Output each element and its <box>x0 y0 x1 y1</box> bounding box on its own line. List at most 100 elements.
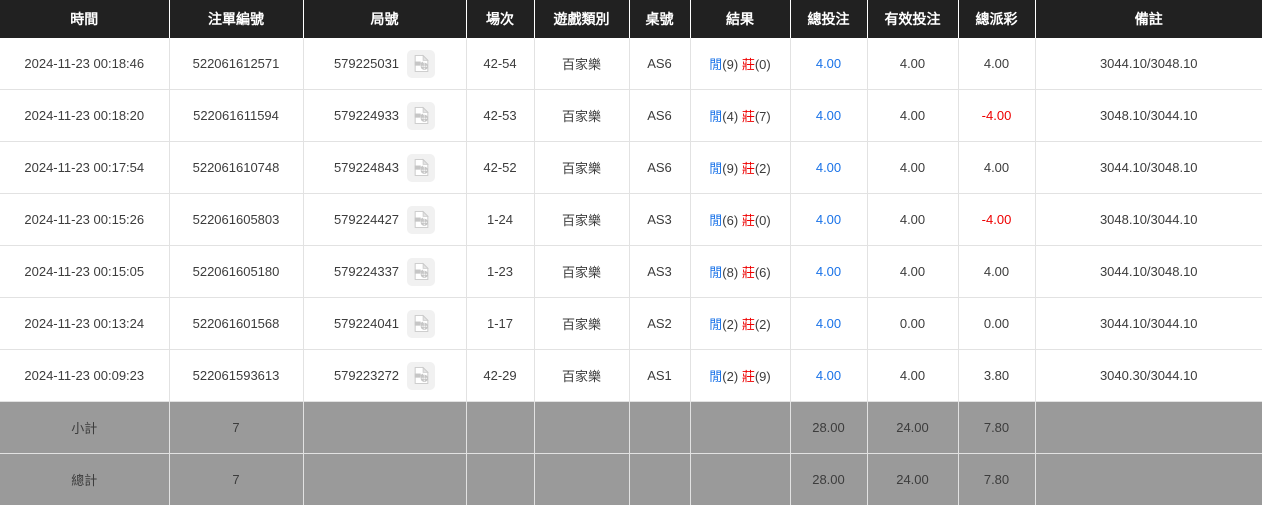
cell-total-bet: 4.00 <box>790 194 867 246</box>
result-player-value: (9) <box>722 57 738 72</box>
result-banker-label: 莊 <box>742 109 755 124</box>
cell-session: 1-17 <box>466 298 534 350</box>
cell-game-type: 百家樂 <box>534 90 629 142</box>
result-player-label: 閒 <box>709 317 722 332</box>
cell-result: 閒(4) 莊(7) <box>690 90 790 142</box>
remark-value: 3048.10/3044.10 <box>1100 212 1198 227</box>
column-header-total-bet: 總投注 <box>790 0 867 38</box>
cell-valid-bet: 4.00 <box>867 90 958 142</box>
table-no-value: AS6 <box>647 160 672 175</box>
table-row: 2024-11-23 00:13:24 522061601568 5792240… <box>0 298 1262 350</box>
summary-row: 小計 7 28.00 24.00 7.80 <box>0 402 1262 454</box>
cell-session: 42-53 <box>466 90 534 142</box>
summary-blank-round <box>303 402 466 454</box>
video-file-icon[interactable] <box>407 362 435 390</box>
order-no-value: 522061611594 <box>193 108 279 123</box>
column-header-remark: 備註 <box>1035 0 1262 38</box>
table-no-value: AS2 <box>647 316 672 331</box>
summary-blank-result <box>690 454 790 505</box>
result-banker-value: (6) <box>755 265 771 280</box>
result-player-label: 閒 <box>709 109 722 124</box>
video-file-icon[interactable] <box>407 50 435 78</box>
cell-total-payout: 4.00 <box>958 246 1035 298</box>
result-banker-label: 莊 <box>742 161 755 176</box>
time-value: 2024-11-23 00:17:54 <box>24 160 144 175</box>
cell-valid-bet: 4.00 <box>867 38 958 90</box>
column-header-time: 時間 <box>0 0 169 38</box>
order-no-value: 522061612571 <box>193 56 280 71</box>
cell-valid-bet: 0.00 <box>867 298 958 350</box>
column-header-table-no: 桌號 <box>629 0 690 38</box>
video-file-icon[interactable] <box>407 102 435 130</box>
cell-total-payout: -4.00 <box>958 90 1035 142</box>
cell-total-bet: 4.00 <box>790 142 867 194</box>
cell-time: 2024-11-23 00:13:24 <box>0 298 169 350</box>
summary-total-bet: 28.00 <box>790 454 867 505</box>
video-file-icon[interactable] <box>407 310 435 338</box>
result-player-label: 閒 <box>709 213 722 228</box>
table-no-value: AS3 <box>647 264 672 279</box>
cell-result: 閒(6) 莊(0) <box>690 194 790 246</box>
cell-time: 2024-11-23 00:18:20 <box>0 90 169 142</box>
result-player-value: (2) <box>722 369 738 384</box>
video-file-icon[interactable] <box>407 154 435 182</box>
summary-blank-round <box>303 454 466 505</box>
cell-game-type: 百家樂 <box>534 142 629 194</box>
cell-order-no: 522061612571 <box>169 38 303 90</box>
cell-result: 閒(9) 莊(0) <box>690 38 790 90</box>
result-banker-value: (2) <box>755 161 771 176</box>
result-player-value: (2) <box>722 317 738 332</box>
cell-round-no: 579224843 <box>303 142 466 194</box>
session-value: 42-52 <box>483 160 516 175</box>
remark-value: 3040.30/3044.10 <box>1100 368 1198 383</box>
summary-blank-session <box>466 402 534 454</box>
video-file-icon[interactable] <box>407 206 435 234</box>
cell-order-no: 522061610748 <box>169 142 303 194</box>
order-no-value: 522061605803 <box>193 212 280 227</box>
summary-row: 總計 7 28.00 24.00 7.80 <box>0 454 1262 505</box>
cell-table-no: AS6 <box>629 142 690 194</box>
game-type-value: 百家樂 <box>562 109 601 124</box>
time-value: 2024-11-23 00:09:23 <box>24 368 144 383</box>
table-body: 2024-11-23 00:18:46 522061612571 5792250… <box>0 38 1262 505</box>
session-value: 1-17 <box>487 316 513 331</box>
summary-total-payout: 7.80 <box>958 402 1035 454</box>
order-no-value: 522061593613 <box>193 368 280 383</box>
result-player-value: (8) <box>722 265 738 280</box>
total-payout-value: 0.00 <box>984 316 1009 331</box>
game-type-value: 百家樂 <box>562 161 601 176</box>
cell-table-no: AS2 <box>629 298 690 350</box>
cell-table-no: AS3 <box>629 246 690 298</box>
column-header-session: 場次 <box>466 0 534 38</box>
remark-value: 3048.10/3044.10 <box>1100 108 1198 123</box>
session-value: 42-29 <box>483 368 516 383</box>
result-player-value: (4) <box>722 109 738 124</box>
table-row: 2024-11-23 00:17:54 522061610748 5792248… <box>0 142 1262 194</box>
result-banker-value: (0) <box>755 213 771 228</box>
cell-order-no: 522061601568 <box>169 298 303 350</box>
cell-total-bet: 4.00 <box>790 90 867 142</box>
result-banker-value: (0) <box>755 57 771 72</box>
valid-bet-value: 0.00 <box>900 316 925 331</box>
summary-blank-result <box>690 402 790 454</box>
cell-result: 閒(2) 莊(2) <box>690 298 790 350</box>
summary-valid-bet: 24.00 <box>867 454 958 505</box>
table-no-value: AS3 <box>647 212 672 227</box>
order-no-value: 522061605180 <box>193 264 280 279</box>
total-payout-value: -4.00 <box>982 108 1012 123</box>
video-file-icon[interactable] <box>407 258 435 286</box>
valid-bet-value: 4.00 <box>900 108 925 123</box>
cell-game-type: 百家樂 <box>534 194 629 246</box>
game-type-value: 百家樂 <box>562 265 601 280</box>
cell-result: 閒(2) 莊(9) <box>690 350 790 402</box>
time-value: 2024-11-23 00:15:26 <box>24 212 144 227</box>
valid-bet-value: 4.00 <box>900 368 925 383</box>
cell-result: 閒(9) 莊(2) <box>690 142 790 194</box>
table-row: 2024-11-23 00:15:05 522061605180 5792243… <box>0 246 1262 298</box>
header-row: 時間 注單編號 局號 場次 遊戲類別 桌號 結果 總投注 有效投注 總派彩 備註 <box>0 0 1262 38</box>
cell-session: 42-52 <box>466 142 534 194</box>
column-header-valid-bet: 有效投注 <box>867 0 958 38</box>
cell-total-bet: 4.00 <box>790 38 867 90</box>
cell-round-no: 579225031 <box>303 38 466 90</box>
